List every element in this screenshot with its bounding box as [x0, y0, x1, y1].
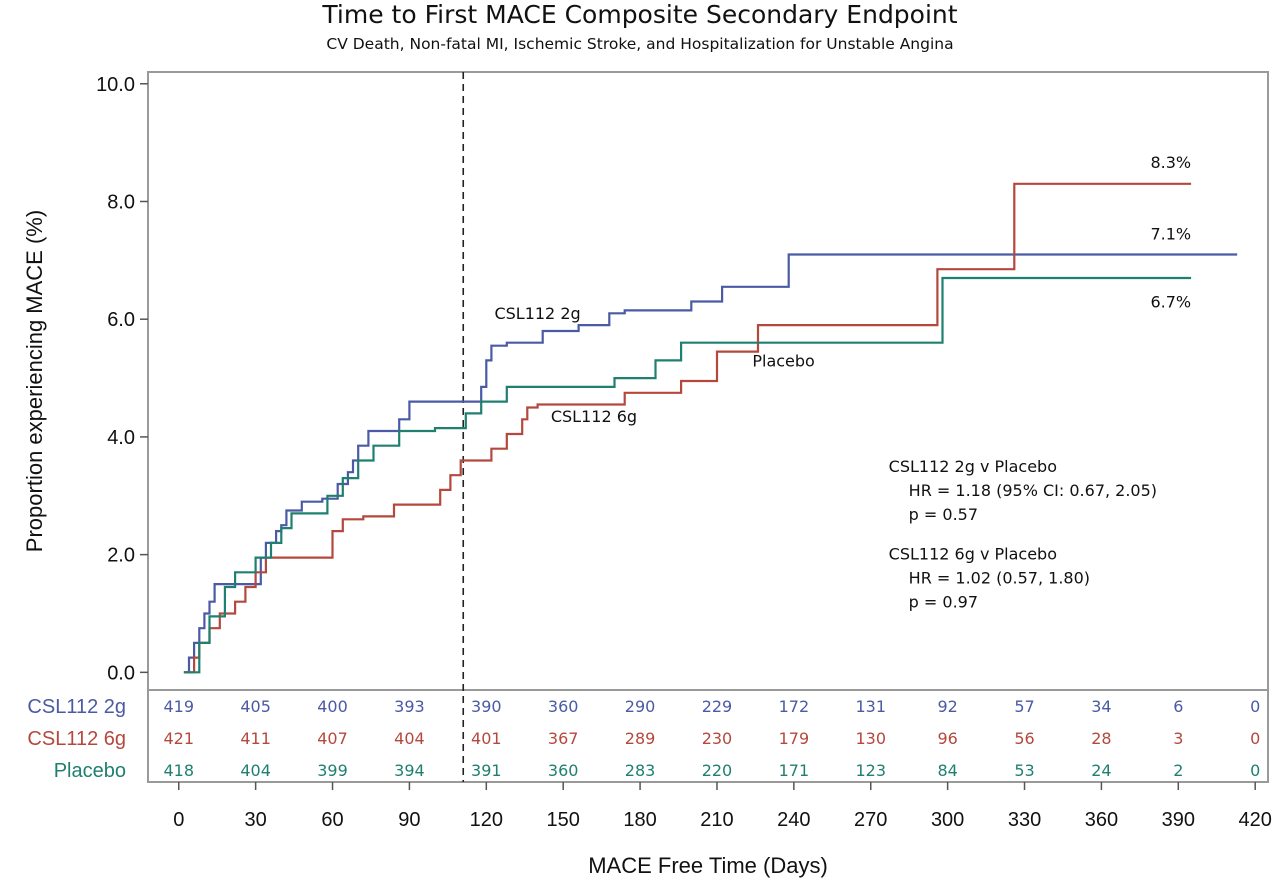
series-line-csl112-6g [183, 182, 1192, 674]
risk-count: 289 [625, 729, 656, 748]
risk-count: 360 [548, 697, 579, 716]
chart-title: Time to First MACE Composite Secondary E… [322, 0, 958, 29]
y-tick-label: 4.0 [107, 427, 135, 449]
hr-annotation-line: HR = 1.02 (0.57, 1.80) [909, 568, 1090, 587]
risk-count: 131 [855, 697, 886, 716]
x-tick-label: 150 [547, 809, 580, 831]
risk-count: 28 [1091, 729, 1111, 748]
risk-count: 401 [471, 729, 502, 748]
hr-annotation-line: CSL112 6g v Placebo [889, 544, 1057, 563]
series-line-csl112-2g [183, 253, 1238, 674]
risk-count: 400 [317, 697, 348, 716]
hr-annotation-line: HR = 1.18 (95% CI: 0.67, 2.05) [909, 481, 1157, 500]
risk-count: 172 [779, 697, 810, 716]
x-tick-label: 120 [470, 809, 503, 831]
hr-annotation-line: p = 0.57 [909, 505, 978, 524]
x-tick-label: 60 [321, 809, 343, 831]
hr-annotation-line: p = 0.97 [909, 592, 978, 611]
series-label: Placebo [752, 351, 814, 370]
risk-count: 419 [163, 697, 194, 716]
series-line-placebo [183, 276, 1192, 674]
risk-count: 230 [702, 729, 733, 748]
risk-count: 171 [779, 761, 810, 780]
risk-count: 3 [1173, 729, 1183, 748]
risk-count: 418 [163, 761, 194, 780]
risk-count: 57 [1014, 697, 1034, 716]
risk-count: 92 [937, 697, 957, 716]
risk-count: 390 [471, 697, 502, 716]
y-tick-label: 0.0 [107, 662, 135, 684]
x-tick-label: 240 [777, 809, 810, 831]
x-tick-label: 210 [700, 809, 733, 831]
x-tick-label: 420 [1238, 809, 1271, 831]
risk-count: 407 [317, 729, 348, 748]
risk-count: 283 [625, 761, 656, 780]
risk-row-name: Placebo [54, 760, 126, 782]
y-axis-title: Proportion experiencing MACE (%) [22, 210, 47, 552]
risk-count: 53 [1014, 761, 1034, 780]
x-tick-label: 180 [623, 809, 656, 831]
series-label: CSL112 2g [494, 304, 580, 323]
y-tick-label: 10.0 [96, 74, 135, 96]
risk-count: 360 [548, 761, 579, 780]
risk-count: 421 [163, 729, 194, 748]
risk-count: 96 [937, 729, 957, 748]
risk-count: 2 [1173, 761, 1183, 780]
y-tick-label: 2.0 [107, 545, 135, 567]
risk-count: 84 [937, 761, 957, 780]
risk-count: 411 [240, 729, 271, 748]
risk-count: 34 [1091, 697, 1111, 716]
x-tick-label: 90 [398, 809, 420, 831]
risk-count: 399 [317, 761, 348, 780]
risk-count: 367 [548, 729, 579, 748]
risk-count: 220 [702, 761, 733, 780]
end-percent-label: 7.1% [1150, 225, 1191, 244]
hr-annotation-line: CSL112 2g v Placebo [889, 457, 1057, 476]
risk-table-frame [147, 689, 1269, 783]
risk-count: 393 [394, 697, 425, 716]
end-percent-label: 8.3% [1150, 153, 1191, 172]
risk-row-name: CSL112 2g [27, 696, 126, 718]
x-tick-label: 300 [931, 809, 964, 831]
x-tick-label: 270 [854, 809, 887, 831]
risk-count: 130 [855, 729, 886, 748]
risk-count: 394 [394, 761, 425, 780]
risk-count: 0 [1250, 729, 1260, 748]
risk-count: 0 [1250, 697, 1260, 716]
risk-count: 123 [855, 761, 886, 780]
risk-count: 404 [240, 761, 271, 780]
risk-count: 24 [1091, 761, 1111, 780]
risk-row-name: CSL112 6g [27, 728, 126, 750]
x-tick-label: 0 [173, 809, 184, 831]
y-tick-label: 8.0 [107, 191, 135, 213]
x-tick-label: 360 [1085, 809, 1118, 831]
risk-count: 0 [1250, 761, 1260, 780]
risk-count: 179 [779, 729, 810, 748]
risk-count: 290 [625, 697, 656, 716]
chart-subtitle: CV Death, Non-fatal MI, Ischemic Stroke,… [326, 35, 954, 53]
x-tick-label: 330 [1008, 809, 1041, 831]
risk-count: 404 [394, 729, 425, 748]
end-percent-label: 6.7% [1150, 292, 1191, 311]
risk-count: 6 [1173, 697, 1183, 716]
series-label: CSL112 6g [551, 407, 637, 426]
x-tick-label: 30 [245, 809, 267, 831]
x-tick-label: 390 [1162, 809, 1195, 831]
risk-count: 405 [240, 697, 271, 716]
y-tick-label: 6.0 [107, 309, 135, 331]
risk-count: 229 [702, 697, 733, 716]
risk-count: 56 [1014, 729, 1034, 748]
x-axis-title: MACE Free Time (Days) [588, 853, 828, 878]
risk-count: 391 [471, 761, 502, 780]
